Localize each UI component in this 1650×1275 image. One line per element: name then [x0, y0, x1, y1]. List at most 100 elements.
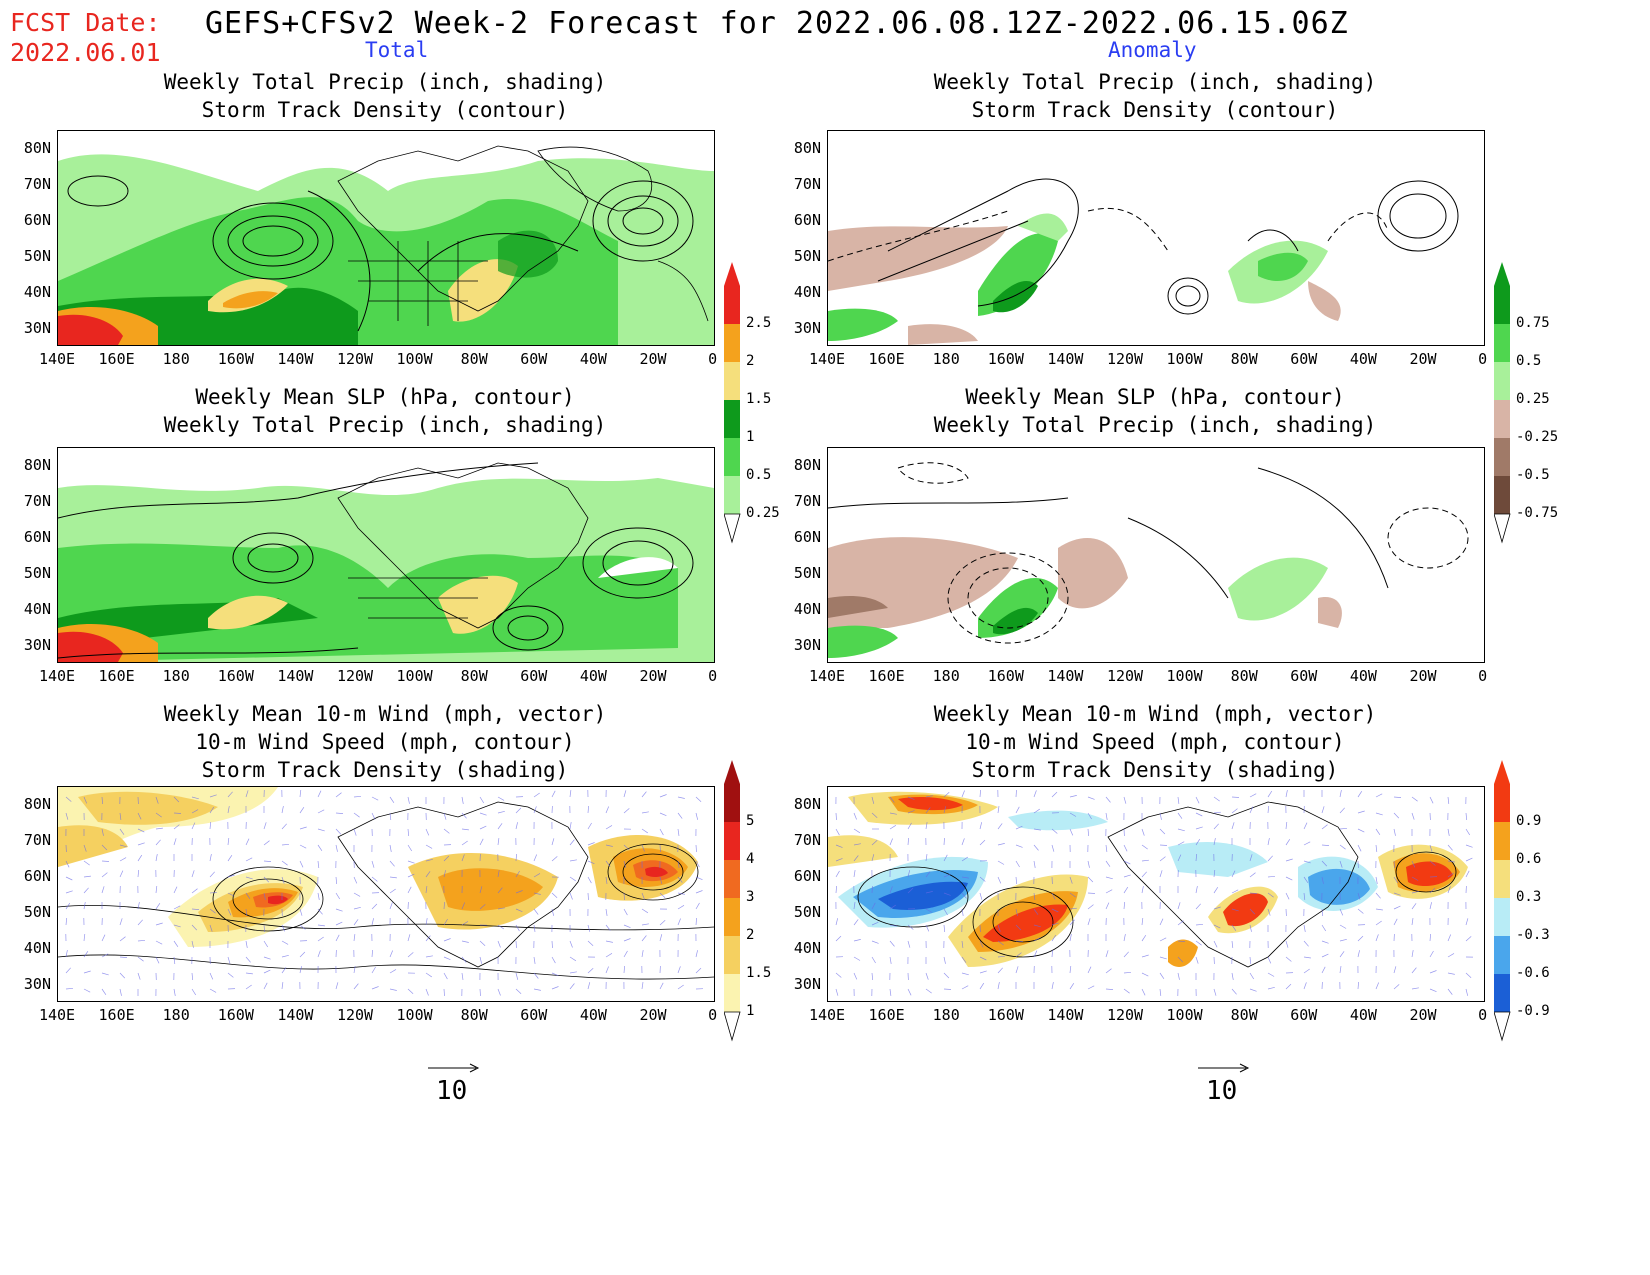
- title-line: Weekly Mean 10-m Wind (mph, vector): [933, 702, 1377, 726]
- wind-vector: [1375, 812, 1383, 816]
- wind-vector: [389, 812, 392, 821]
- wind-vector: [1231, 889, 1239, 894]
- wind-vector: [191, 988, 196, 996]
- wind-vector: [1105, 950, 1109, 958]
- wind-vector: [1051, 791, 1058, 798]
- wind-vector: [587, 860, 595, 865]
- wind-vector: [569, 876, 576, 882]
- wind-vector: [263, 924, 266, 933]
- wind-vector: [889, 796, 895, 803]
- wind-vector: [1411, 796, 1418, 802]
- wind-vector: [677, 828, 680, 836]
- wind-vector: [605, 908, 608, 916]
- wind-vector: [407, 988, 414, 995]
- wind-vector: [1303, 968, 1310, 974]
- wind-vector: [961, 985, 969, 990]
- wind-vector: [281, 823, 287, 830]
- wind-vector: [101, 860, 110, 862]
- wind-vector: [425, 935, 431, 942]
- wind-vector: [1339, 908, 1344, 916]
- wind-vector: [83, 951, 89, 958]
- map-anom-wind: [827, 786, 1485, 1002]
- wind-vector: [389, 969, 397, 974]
- wind-vector: [889, 956, 892, 964]
- wind-vector: [1015, 966, 1019, 974]
- colorbar-tick-label: 0.9: [1516, 813, 1542, 829]
- wind-vector: [299, 966, 302, 974]
- wind-vector: [65, 796, 72, 802]
- lon-label: 140E: [38, 350, 76, 368]
- wind-vector: [263, 940, 268, 948]
- wind-vector: [1267, 986, 1275, 990]
- wind-vector: [1195, 838, 1201, 846]
- wind-vector: [835, 988, 839, 996]
- lon-label: 60W: [1290, 350, 1318, 368]
- wind-vector: [925, 908, 933, 913]
- wind-vector: [119, 870, 124, 878]
- wind-vector: [997, 823, 1003, 830]
- wind-vector: [1069, 795, 1077, 798]
- wind-vector: [1267, 875, 1276, 878]
- lon-label: 140W: [277, 1006, 314, 1024]
- wind-vector: [1285, 892, 1290, 900]
- wind-vector: [1411, 876, 1419, 881]
- wind-vector: [1249, 988, 1257, 992]
- wind-vector: [1411, 918, 1414, 926]
- wind-vector: [871, 812, 878, 818]
- wind-vector: [497, 810, 505, 814]
- wind-vector: [1033, 924, 1041, 928]
- wind-vector: [1465, 828, 1470, 836]
- wind-vector: [1069, 876, 1073, 884]
- wind-vector: [1069, 892, 1076, 898]
- lon-label: 160W: [217, 667, 254, 685]
- wind-vector: [695, 950, 698, 958]
- wind-vector: [1213, 796, 1220, 802]
- wind-vector: [1141, 954, 1149, 958]
- wind-vector: [173, 886, 178, 894]
- wind-vector: [1465, 936, 1472, 942]
- wind-vector: [1159, 972, 1165, 979]
- wind-vector: [979, 982, 985, 990]
- wind-vector: [1447, 872, 1454, 878]
- wind-vector: [317, 809, 325, 814]
- wind-vector: [889, 904, 896, 910]
- lat-label: 70N: [793, 175, 821, 193]
- wind-vector: [1177, 854, 1182, 862]
- lon-label: 140E: [808, 350, 846, 368]
- wind-vector: [137, 842, 145, 846]
- wind-vector: [961, 856, 968, 862]
- wind-vector: [1231, 924, 1237, 931]
- wind-vector: [1033, 860, 1036, 868]
- wind-vector: [1105, 968, 1112, 974]
- wind-vector: [65, 812, 69, 820]
- wind-vector: [371, 949, 373, 958]
- wind-vector: [1069, 919, 1075, 926]
- wind-vector: [209, 806, 215, 814]
- colorbar-tick-label: 0.5: [746, 467, 772, 483]
- colorbar-tick-label: 2.5: [746, 315, 772, 331]
- wind-vector: [925, 871, 931, 878]
- wind-vector: [209, 871, 215, 878]
- title-line: Weekly Total Precip (inch, shading): [933, 413, 1377, 437]
- lon-label: 80W: [460, 350, 488, 368]
- wind-vector: [605, 806, 610, 814]
- wind-vector: [155, 796, 159, 804]
- lat-label: 60N: [793, 528, 821, 546]
- wind-vector: [1015, 952, 1022, 958]
- wind-vector: [1105, 902, 1110, 910]
- wind-vector: [641, 791, 647, 798]
- wind-vector: [1213, 924, 1221, 929]
- wind-vector: [65, 860, 70, 868]
- colorbar-graphic: [1493, 262, 1511, 544]
- colorbar-segment: [1494, 476, 1510, 514]
- wind-vector: [1447, 796, 1450, 804]
- wind-vector: [353, 934, 356, 942]
- wind-vector: [1249, 892, 1258, 894]
- wind-vector: [389, 950, 394, 958]
- wind-vector: [1213, 838, 1216, 846]
- wind-vector: [101, 972, 109, 976]
- wind-vector: [1087, 904, 1094, 910]
- wind-vector: [83, 860, 90, 866]
- wind-vector: [353, 906, 361, 910]
- wind-vector: [227, 855, 233, 862]
